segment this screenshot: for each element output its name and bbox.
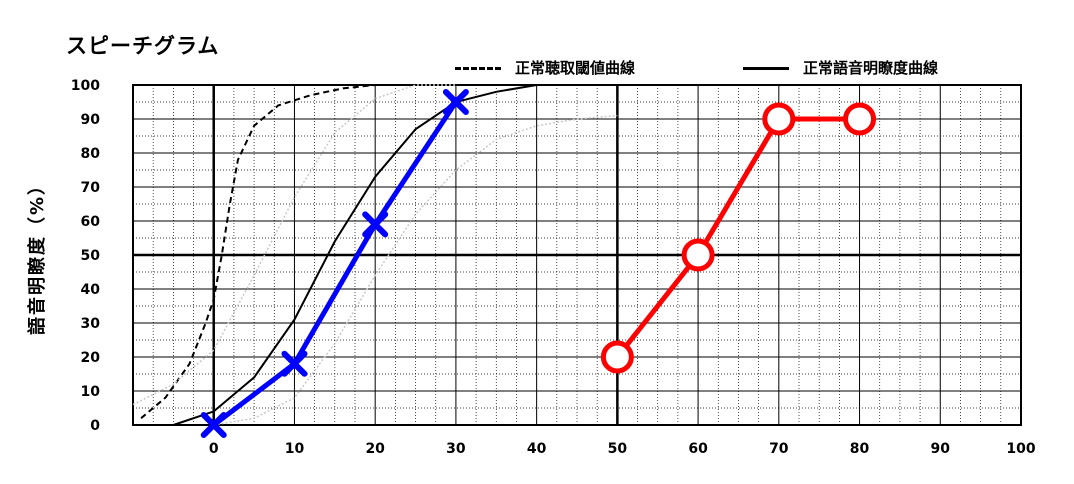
y-tick-label: 50 — [81, 248, 101, 264]
x-tick-label: 30 — [446, 441, 466, 457]
y-tick-label: 40 — [81, 282, 101, 298]
x-tick-label: 100 — [1006, 441, 1035, 457]
series-0 — [200, 89, 469, 438]
series-line — [212, 100, 458, 427]
x-tick-label: 40 — [527, 441, 547, 457]
series-line — [615, 116, 860, 359]
legend-label-threshold: 正常聴取閾値曲線 — [515, 59, 636, 77]
data-point-o-marker — [843, 102, 877, 136]
x-tick-labels: 0 10 20 30 40 50 60 70 80 90 100 — [209, 441, 1036, 457]
reference-curves — [132, 84, 618, 426]
reference-curve-dotted — [132, 84, 456, 406]
x-tick-label: 20 — [365, 441, 385, 457]
y-tick-label: 80 — [81, 146, 101, 162]
data-point-o-marker — [681, 238, 715, 272]
marker-stroke — [442, 89, 469, 115]
reference-curve-dotted — [213, 114, 618, 426]
x-tick-label: 10 — [285, 441, 305, 457]
x-tick-label: 60 — [688, 441, 708, 457]
legend-solid-line-swatch — [743, 67, 789, 70]
data-point-x-marker — [200, 412, 227, 438]
data-point-o-marker — [600, 340, 634, 374]
data-point-o-marker — [762, 102, 796, 136]
x-tick-label: 80 — [850, 441, 870, 457]
marker-stroke — [362, 211, 389, 238]
y-tick-label: 30 — [81, 316, 101, 332]
x-tick-label: 0 — [209, 441, 219, 457]
reference-curve-solid — [173, 84, 537, 426]
legend-label-articulation: 正常語音明瞭度曲線 — [803, 59, 939, 77]
y-tick-label: 10 — [81, 384, 101, 400]
marker-stroke — [281, 350, 308, 377]
legend-dashed-line-swatch — [455, 67, 501, 70]
x-tick-label: 90 — [931, 441, 951, 457]
y-tick-label: 70 — [81, 180, 101, 196]
y-tick-label: 20 — [81, 350, 101, 366]
y-tick-label: 0 — [90, 418, 100, 434]
y-tick-label: 90 — [81, 112, 101, 128]
y-tick-label: 100 — [71, 78, 100, 94]
series-1 — [600, 102, 877, 374]
x-tick-label: 50 — [608, 441, 628, 457]
x-tick-label: 70 — [769, 441, 789, 457]
data-point-x-marker — [362, 211, 389, 238]
marker-stroke — [200, 412, 227, 438]
chart-title: スピーチグラム — [66, 34, 220, 58]
y-tick-label: 60 — [81, 214, 101, 230]
plot-frame — [132, 84, 1022, 426]
data-point-x-marker — [442, 89, 469, 115]
y-tick-labels: 0 10 20 30 40 50 60 70 80 90 100 — [71, 78, 100, 434]
reference-curve-dashed — [140, 84, 376, 419]
data-point-x-marker — [281, 350, 308, 377]
